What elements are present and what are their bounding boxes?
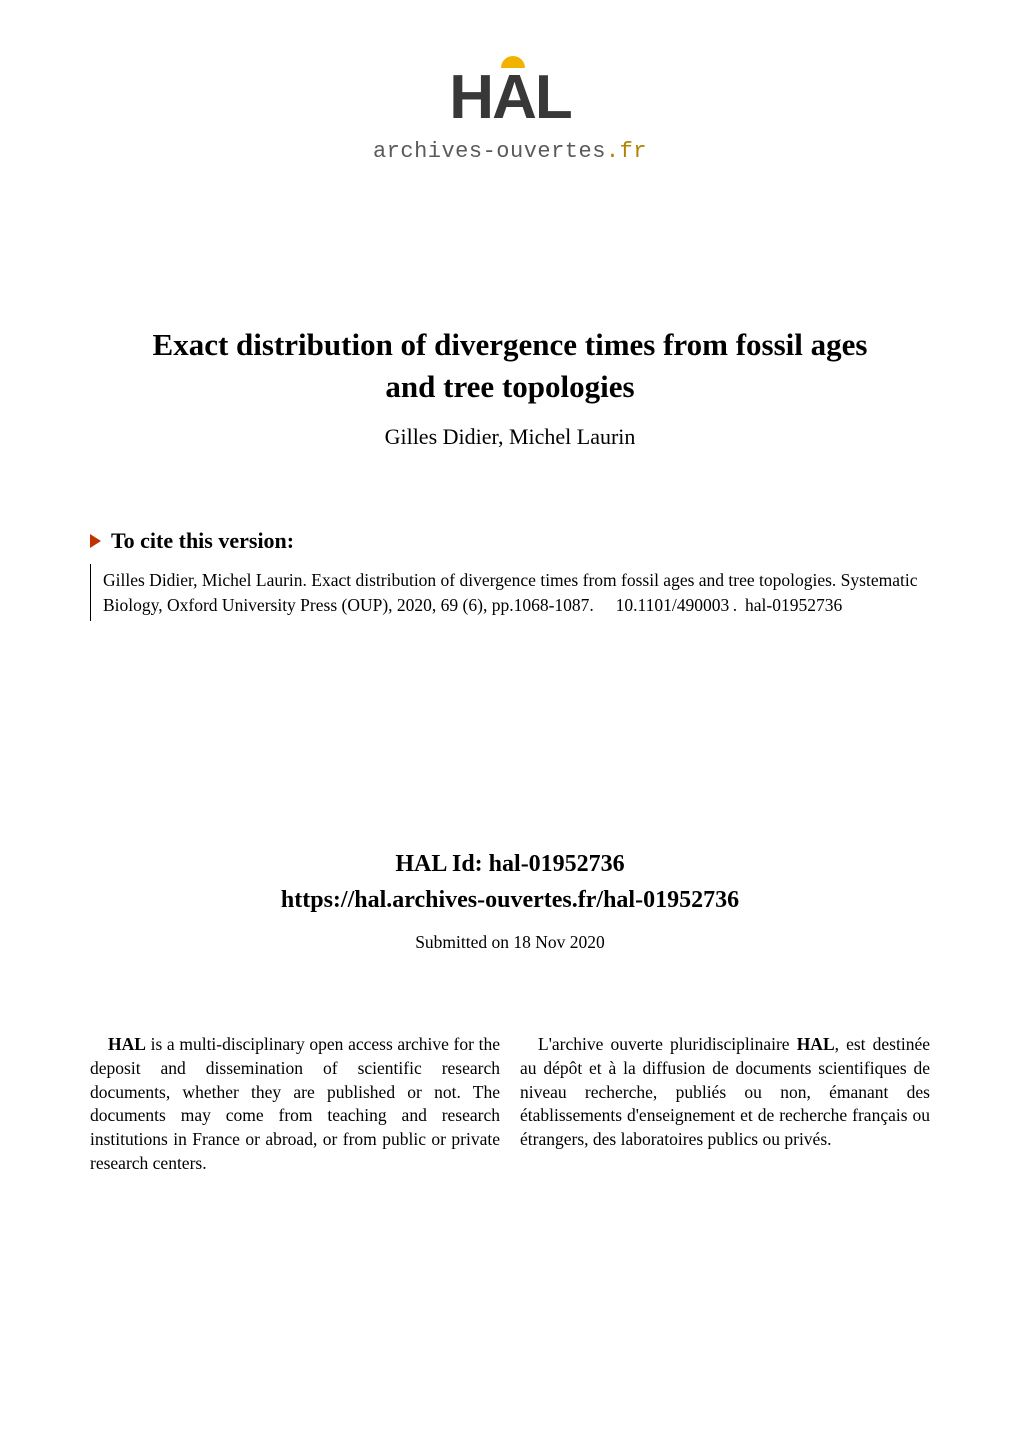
description-columns: HAL is a multi-disciplinary open access … — [0, 1033, 1020, 1175]
logo-sun-icon — [501, 56, 525, 68]
cite-triangle-icon — [90, 534, 101, 548]
logo-letter-l: L — [535, 62, 571, 133]
submitted-date: Submitted on 18 Nov 2020 — [0, 932, 1020, 953]
title-line-2: and tree topologies — [385, 369, 634, 404]
logo-letter-a: A — [492, 63, 535, 132]
right-text-before: L'archive ouverte pluridisciplinaire — [538, 1034, 797, 1054]
hal-logo-subtext: archives-ouvertes.fr — [373, 139, 647, 164]
title-block: Exact distribution of divergence times f… — [0, 324, 1020, 450]
left-column-paragraph: HAL is a multi-disciplinary open access … — [90, 1033, 500, 1175]
paper-title: Exact distribution of divergence times f… — [90, 324, 930, 408]
title-line-1: Exact distribution of divergence times f… — [153, 327, 868, 362]
logo-letter-a-wrap: A — [492, 62, 535, 133]
hal-url-link[interactable]: https://hal.archives-ouvertes.fr/hal-019… — [281, 887, 739, 913]
hal-logo-text: HAL — [449, 62, 570, 133]
logo-sub-prefix: archives-ouvertes — [373, 139, 606, 164]
logo-sub-suffix: .fr — [606, 139, 647, 164]
cite-body: Gilles Didier, Michel Laurin. Exact dist… — [90, 564, 930, 622]
hal-logo-region: HAL archives-ouvertes.fr — [0, 0, 1020, 164]
left-text: is a multi-disciplinary open access arch… — [90, 1034, 500, 1172]
left-column: HAL is a multi-disciplinary open access … — [90, 1033, 500, 1175]
hal-id-block: HAL Id: hal-01952736 https://hal.archive… — [0, 846, 1020, 918]
hal-id-label: HAL Id: hal-01952736 — [0, 846, 1020, 882]
cite-section: To cite this version: Gilles Didier, Mic… — [0, 528, 1020, 622]
right-column: L'archive ouverte pluridisciplinaire HAL… — [520, 1033, 930, 1175]
right-column-paragraph: L'archive ouverte pluridisciplinaire HAL… — [520, 1033, 930, 1151]
paper-authors: Gilles Didier, Michel Laurin — [90, 424, 930, 450]
cite-heading-row: To cite this version: — [90, 528, 930, 554]
cite-heading: To cite this version: — [111, 528, 294, 554]
logo-letter-h: H — [449, 62, 492, 133]
right-bold: HAL — [797, 1034, 835, 1054]
left-bold-lead: HAL — [108, 1034, 146, 1054]
